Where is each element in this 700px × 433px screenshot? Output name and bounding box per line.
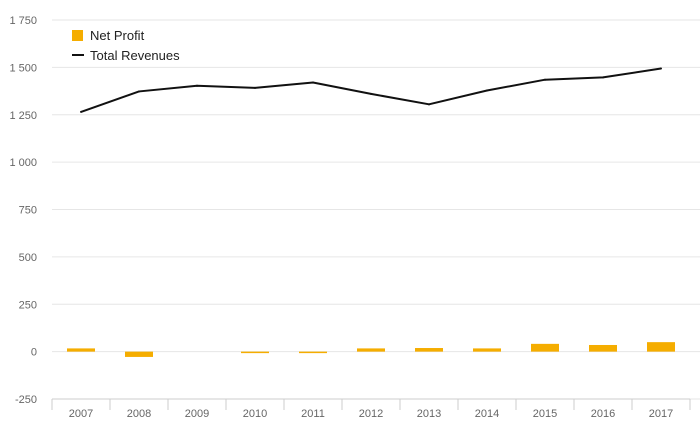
y-tick-label: -250: [15, 394, 37, 406]
x-tick-label: 2012: [359, 408, 383, 420]
y-axis: -250 0 250 500 750 1 000 1 250 1 500 1 750: [9, 15, 37, 406]
line-total-revenues: [80, 67, 662, 113]
y-tick-label: 1 000: [9, 157, 37, 169]
x-tick-label: 2007: [69, 408, 93, 420]
point-total-revenues: [370, 92, 372, 95]
x-tick-label: 2014: [475, 408, 499, 420]
bar-net-profit: [357, 348, 385, 352]
x-tick-label: 2011: [301, 408, 325, 420]
total-revenues-line-series: [80, 67, 662, 113]
bar-net-profit: [589, 344, 617, 352]
legend: Net Profit Total Revenues: [72, 28, 180, 63]
x-tick-label: 2017: [649, 408, 673, 420]
point-total-revenues: [312, 81, 314, 84]
bar-net-profit: [531, 343, 559, 352]
y-tick-label: 1 750: [9, 15, 37, 27]
bar-net-profit: [241, 351, 269, 354]
bar-net-profit: [299, 351, 327, 354]
x-tick-label: 2010: [243, 408, 267, 420]
legend-swatch-net-profit: [72, 30, 83, 41]
bar-net-profit: [415, 348, 443, 352]
y-tick-label: 750: [19, 205, 37, 217]
bar-net-profit: [67, 348, 95, 352]
y-tick-label: 1 250: [9, 110, 37, 122]
gridlines: [52, 19, 700, 400]
point-total-revenues: [486, 89, 488, 92]
bar-net-profit: [647, 342, 675, 352]
x-tick-label: 2016: [591, 408, 615, 420]
point-total-revenues: [428, 103, 430, 106]
legend-label-total-revenues: Total Revenues: [90, 48, 180, 63]
bar-net-profit: [125, 351, 153, 357]
bar-net-profit: [473, 348, 501, 352]
x-tick-label: 2013: [417, 408, 441, 420]
y-tick-label: 250: [19, 299, 37, 311]
x-tick-label: 2009: [185, 408, 209, 420]
x-tick-label: 2008: [127, 408, 151, 420]
point-total-revenues: [602, 76, 604, 79]
point-total-revenues: [138, 90, 140, 93]
point-total-revenues: [80, 110, 82, 113]
y-tick-label: 1 500: [9, 62, 37, 74]
x-axis: 2007 2008 2009 2010 2011 2012 2013 2014 2015 2016…: [51, 398, 691, 420]
legend-label-net-profit: Net Profit: [90, 28, 145, 43]
net-profit-bars: [67, 342, 675, 357]
point-total-revenues: [660, 67, 662, 70]
point-total-revenues: [254, 86, 256, 89]
point-total-revenues: [196, 84, 198, 87]
y-tick-label: 0: [31, 347, 37, 359]
y-tick-label: 500: [19, 252, 37, 264]
point-total-revenues: [544, 78, 546, 81]
x-tick-label: 2015: [533, 408, 557, 420]
